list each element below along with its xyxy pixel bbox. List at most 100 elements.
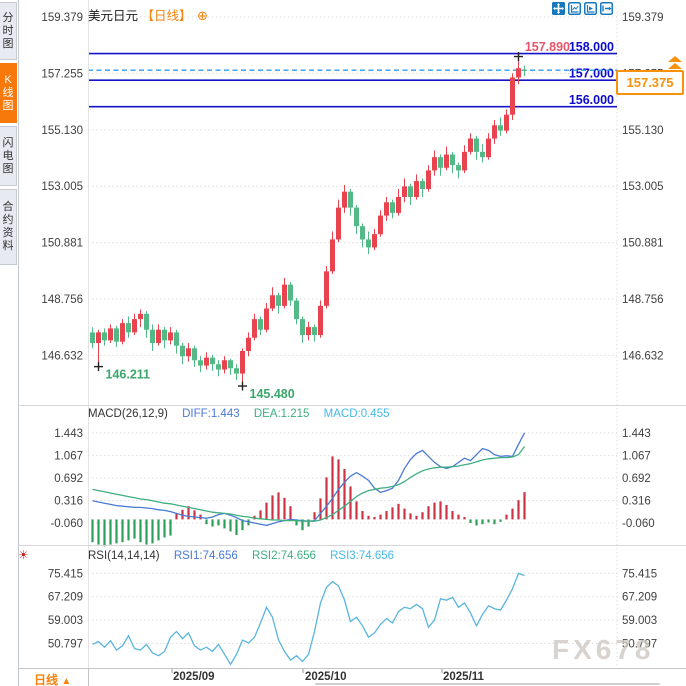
macd-axis-label: 1.443 [54,428,83,440]
macd-histogram-bar [481,519,484,525]
rsi-axis-label: 50.797 [48,639,83,651]
candle [222,360,227,370]
macd-histogram-bar [493,519,496,525]
macd-histogram-bar [487,519,490,523]
macd-histogram-bar [457,514,460,520]
candle [408,186,413,197]
rsi-title: RSI(14,14,14) [88,550,160,562]
plot-left-border [88,0,89,668]
candle [288,284,293,301]
candle [450,154,455,166]
macd-histogram-bar [169,519,172,536]
sidebar-tab-contract-info[interactable]: 合约资料 [0,189,17,265]
candle [384,202,389,216]
crosshair-move-icon[interactable] [552,2,565,15]
macd-histogram-bar [505,514,508,520]
candle [294,300,299,320]
macd-histogram-bar [301,519,304,531]
rsi-axis-label: 59.003 [622,615,657,627]
candle [216,364,221,370]
macd-histogram-bar [217,519,220,526]
macd-histogram-bar [271,495,274,520]
macd-histogram-bar [361,511,364,520]
candle [414,181,419,197]
period-selector[interactable]: 日线 ▲ [34,671,71,686]
macd-histogram-bar [235,519,238,535]
chart-header: 美元日元 【日线】 ⊕ [88,5,208,24]
sidebar-tab-label: K线图 [2,73,14,112]
macd-histogram-bar [409,513,412,520]
rsi-axis-label: 75.415 [622,568,657,580]
sidebar-tab-timeshare[interactable]: 分时图 [0,2,17,60]
add-indicator-icon[interactable]: ⊕ [197,8,208,23]
macd-histogram-bar [295,519,298,526]
macd-histogram-bar [139,519,142,543]
macd-panel-separator [18,405,686,406]
candle [174,332,179,346]
x-axis-label-oct: 2025/10 [305,671,347,683]
macd-diff-line [92,432,526,527]
current-price-box[interactable]: 157.375 [616,70,684,95]
candle [120,323,125,342]
candle [318,305,323,336]
exit-chart-icon[interactable] [600,2,613,15]
price-axis-label: 157.255 [41,68,83,80]
candle [282,284,287,306]
candle [306,327,311,336]
macd-histogram-bar [343,469,346,520]
x-axis-label-sep: 2025/09 [173,671,215,683]
macd-histogram-bar [241,519,244,531]
macd-histogram-bar [475,519,478,526]
macd-histogram-bar [367,515,370,520]
rsi1-value: RSI1:74.656 [173,550,238,562]
sidebar-tab-flash[interactable]: 闪电图 [0,126,17,186]
candle [150,329,155,344]
price-axis-label: 155.130 [622,125,664,137]
macd-histogram-bar [283,497,286,520]
candle [342,191,347,208]
price-axis-label: 159.379 [622,12,664,24]
sidebar-tab-kline[interactable]: K线图 [0,63,17,123]
price-axis-label: 146.632 [41,350,83,362]
level-line-label: 156.000 [569,93,614,107]
macd-histogram-bar [355,501,358,520]
candle [522,69,527,71]
macd-histogram-bar [373,517,376,520]
macd-histogram-bar [397,503,400,520]
macd-histogram-bar [157,519,160,541]
macd-histogram-bar [433,502,436,520]
macd-histogram-bar [385,511,388,520]
candle [198,360,203,366]
candle [108,328,113,341]
period-selector-arrow-icon: ▲ [61,676,72,686]
macd-histogram-bar [427,506,430,520]
axis-range-icon[interactable] [568,2,581,15]
rsi-line [92,572,525,666]
low-price-annotation: 146.211 [106,368,151,382]
price-axis-label: 148.756 [41,294,83,306]
sidebar: 分时图 K线图 闪电图 合约资料 [0,0,19,686]
candle [456,165,461,171]
candle [390,202,395,213]
macd-histogram-bar [463,517,466,520]
macd-dea-line [92,446,526,522]
horizontal-scrollbar[interactable] [315,683,660,685]
candle [486,138,491,158]
candle [432,157,437,171]
candle [444,154,449,168]
x-axis-label-nov: 2025/11 [443,671,484,683]
macd-axis-label: -0.060 [50,518,83,530]
candle [132,319,137,333]
candle [492,125,497,139]
rsi-header: RSI(14,14,14) RSI1:74.656 RSI2:74.656 RS… [88,550,405,562]
candle [354,207,359,227]
macd-histogram-bar [121,519,124,543]
price-up-arrows-icon [668,56,682,69]
macd-histogram-bar [307,519,310,527]
rsi-axis-label: 67.209 [622,592,657,604]
rsi-settings-icon[interactable]: ☀ [18,548,29,562]
candle [300,319,305,336]
candle [462,151,467,171]
axis-play-icon[interactable] [584,2,597,15]
candle [498,125,503,131]
